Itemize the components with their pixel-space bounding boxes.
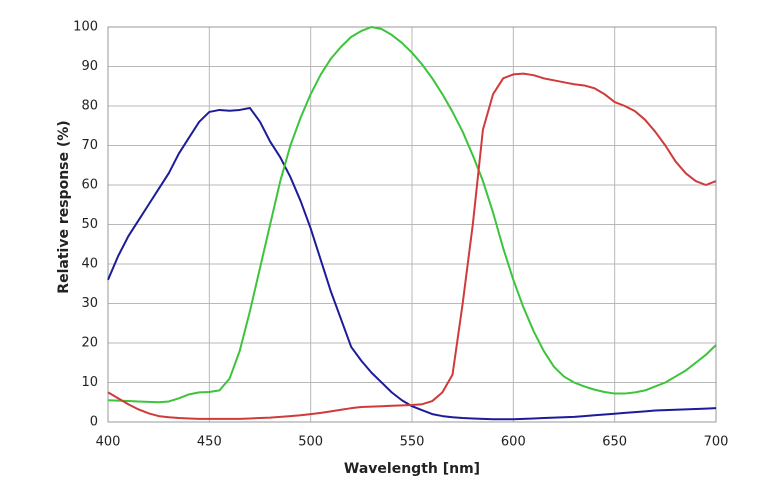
plot-frame — [107, 26, 717, 423]
x-tick-label: 550 — [400, 435, 425, 450]
line-series — [107, 26, 717, 404]
y-tick-label: 10 — [81, 375, 98, 390]
y-tick-label: 60 — [81, 178, 98, 193]
line-series — [107, 72, 717, 420]
y-tick-label: 40 — [81, 257, 98, 272]
x-tick-label: 400 — [96, 435, 121, 450]
x-tick-label: 500 — [298, 435, 323, 450]
x-tick-label: 450 — [197, 435, 222, 450]
y-tick-label: 100 — [73, 20, 98, 35]
line-series — [107, 106, 717, 421]
y-tick-label: 30 — [81, 296, 98, 311]
x-tick-label: 700 — [704, 435, 729, 450]
y-tick-label: 50 — [81, 217, 98, 232]
y-tick-label: 90 — [81, 59, 98, 74]
y-tick-label: 20 — [81, 336, 98, 351]
y-tick-label: 70 — [81, 138, 98, 153]
y-tick-label: 0 — [90, 415, 98, 430]
x-tick-label: 650 — [602, 435, 627, 450]
x-axis-label: Wavelength [nm] — [344, 461, 480, 477]
x-tick-label: 600 — [501, 435, 526, 450]
y-axis-label: Relative response (%) — [56, 120, 72, 293]
y-tick-label: 80 — [81, 99, 98, 114]
